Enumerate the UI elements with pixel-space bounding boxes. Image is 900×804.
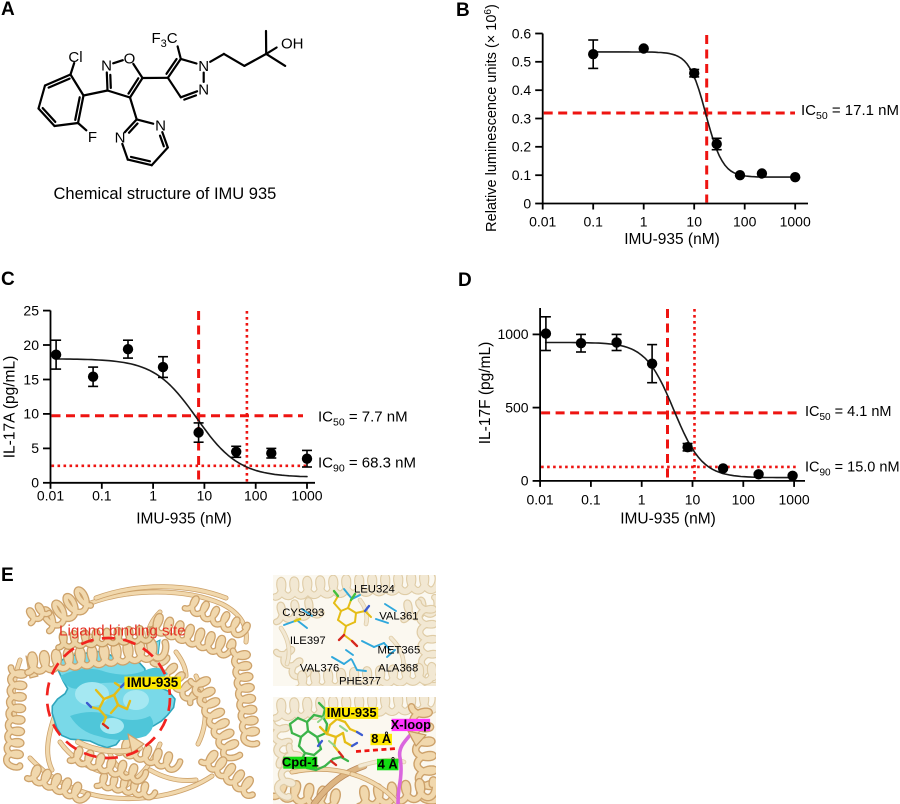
svg-text:8 Å: 8 Å	[371, 731, 391, 746]
svg-text:IC50 = 4.1 nM: IC50 = 4.1 nM	[805, 404, 891, 423]
svg-text:0: 0	[521, 473, 529, 489]
svg-text:IC90 = 15.0 nM: IC90 = 15.0 nM	[805, 460, 900, 479]
svg-text:B: B	[456, 0, 470, 21]
svg-text:100: 100	[732, 492, 756, 508]
svg-text:0.01: 0.01	[526, 492, 553, 508]
svg-text:N: N	[115, 130, 126, 147]
svg-text:1000: 1000	[780, 214, 811, 230]
svg-text:4 Å: 4 Å	[378, 757, 398, 772]
svg-text:1: 1	[638, 492, 646, 508]
svg-text:5: 5	[31, 440, 39, 456]
svg-text:0.6: 0.6	[512, 25, 532, 41]
svg-text:100: 100	[244, 488, 268, 504]
svg-text:0.1: 0.1	[581, 492, 601, 508]
svg-text:LEU324: LEU324	[354, 584, 395, 596]
svg-text:N: N	[198, 82, 209, 99]
svg-text:20: 20	[23, 337, 39, 353]
svg-text:IL-17F (pg/mL): IL-17F (pg/mL)	[477, 342, 494, 445]
svg-text:ILE397: ILE397	[290, 635, 326, 647]
svg-text:1: 1	[640, 214, 648, 230]
svg-text:IMU-935 (nM): IMU-935 (nM)	[620, 511, 716, 528]
svg-text:1000: 1000	[779, 492, 810, 508]
svg-text:F3C: F3C	[152, 30, 178, 50]
svg-text:0: 0	[31, 475, 39, 491]
svg-text:N: N	[198, 58, 209, 75]
svg-text:IMU-935 (nM): IMU-935 (nM)	[136, 511, 232, 528]
svg-text:ALA368: ALA368	[378, 663, 418, 675]
svg-text:IMU-935 (nM): IMU-935 (nM)	[624, 231, 720, 248]
svg-text:A: A	[1, 0, 15, 20]
svg-text:500: 500	[505, 399, 529, 415]
svg-text:N: N	[155, 118, 166, 135]
svg-text:Ligand binding site: Ligand binding site	[59, 623, 186, 640]
svg-text:100: 100	[733, 214, 757, 230]
svg-text:IC50 = 17.1 nM: IC50 = 17.1 nM	[801, 102, 899, 122]
svg-text:VAL361: VAL361	[379, 611, 418, 623]
svg-text:CYS393: CYS393	[282, 607, 324, 619]
svg-text:25: 25	[23, 302, 39, 318]
svg-text:0.5: 0.5	[512, 54, 532, 70]
svg-text:Cpd-1: Cpd-1	[282, 755, 319, 770]
svg-text:O: O	[124, 51, 136, 68]
svg-text:0.01: 0.01	[37, 488, 64, 504]
svg-text:0.1: 0.1	[583, 214, 603, 230]
svg-text:VAL376: VAL376	[300, 663, 339, 675]
svg-text:Relative luminescence units (×: Relative luminescence units (× 106)	[483, 4, 500, 232]
svg-text:Chemical structure of IMU 935: Chemical structure of IMU 935	[54, 185, 277, 203]
svg-text:0.1: 0.1	[512, 167, 532, 183]
svg-text:10: 10	[23, 406, 39, 422]
svg-text:MET365: MET365	[378, 644, 421, 656]
svg-text:10: 10	[686, 214, 702, 230]
svg-text:Cl: Cl	[68, 49, 82, 66]
svg-text:C: C	[1, 269, 15, 290]
svg-text:0: 0	[523, 195, 531, 211]
svg-text:IL-17A (pg/mL): IL-17A (pg/mL)	[2, 356, 19, 459]
svg-text:D: D	[458, 270, 472, 291]
svg-text:N: N	[101, 58, 112, 75]
svg-text:1000: 1000	[291, 488, 322, 504]
svg-text:OH: OH	[281, 36, 304, 53]
svg-text:0.01: 0.01	[529, 214, 556, 230]
svg-text:0.3: 0.3	[512, 110, 532, 126]
svg-text:IMU-935: IMU-935	[327, 705, 377, 720]
svg-text:15: 15	[23, 371, 39, 387]
svg-text:0.1: 0.1	[92, 488, 112, 504]
svg-text:IC50 = 7.7 nM: IC50 = 7.7 nM	[318, 409, 408, 429]
svg-text:1000: 1000	[497, 326, 528, 342]
svg-text:F: F	[88, 129, 97, 146]
svg-text:IMU-935: IMU-935	[127, 675, 179, 690]
svg-text:X-loop: X-loop	[391, 717, 431, 732]
svg-text:PHE377: PHE377	[339, 676, 381, 688]
svg-text:1: 1	[149, 488, 157, 504]
svg-text:IC90 = 68.3 nM: IC90 = 68.3 nM	[318, 455, 416, 475]
svg-text:10: 10	[197, 488, 213, 504]
svg-text:E: E	[1, 565, 14, 586]
svg-text:10: 10	[685, 492, 701, 508]
svg-text:0.2: 0.2	[512, 139, 532, 155]
svg-text:0.4: 0.4	[512, 82, 532, 98]
